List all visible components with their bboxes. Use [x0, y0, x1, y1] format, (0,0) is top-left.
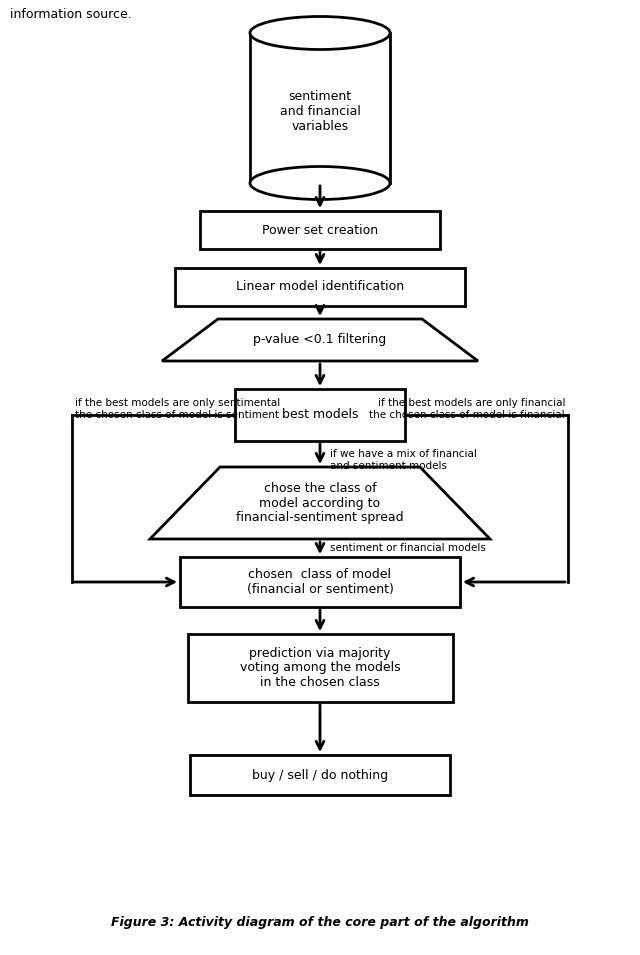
Bar [250, 33, 390, 183]
Text: chosen  class of model
(financial or sentiment): chosen class of model (financial or sent… [246, 568, 394, 596]
Text: p-value <0.1 filtering: p-value <0.1 filtering [253, 333, 387, 347]
Text: best models: best models [282, 409, 358, 421]
Text: if the best models are only financial
the chosen class of model is financial: if the best models are only financial th… [369, 398, 565, 420]
Bar [188, 634, 452, 702]
Text: prediction via majority
voting among the models
in the chosen class: prediction via majority voting among the… [240, 647, 400, 690]
Bar [235, 389, 405, 441]
Ellipse shape [250, 16, 390, 50]
Text: chose the class of
model according to
financial-sentiment spread: chose the class of model according to fi… [236, 481, 404, 524]
Text: if the best models are only sentimental
the chosen class of model is sentiment: if the best models are only sentimental … [75, 398, 280, 420]
Polygon shape [162, 319, 478, 361]
Text: Linear model identification: Linear model identification [236, 281, 404, 293]
Text: if we have a mix of financial
and sentiment models: if we have a mix of financial and sentim… [330, 449, 477, 471]
Text: Figure 3: Activity diagram of the core part of the algorithm: Figure 3: Activity diagram of the core p… [111, 916, 529, 928]
Bar [175, 268, 465, 306]
Text: buy / sell / do nothing: buy / sell / do nothing [252, 769, 388, 781]
Ellipse shape [250, 166, 390, 200]
Polygon shape [150, 467, 490, 539]
Bar [180, 557, 460, 607]
Text: sentiment or financial models: sentiment or financial models [330, 543, 486, 553]
Text: Power set creation: Power set creation [262, 223, 378, 237]
Bar [200, 211, 440, 249]
Bar [190, 755, 450, 795]
Text: information source.: information source. [10, 8, 132, 21]
Text: sentiment
and financial
variables: sentiment and financial variables [280, 90, 360, 133]
